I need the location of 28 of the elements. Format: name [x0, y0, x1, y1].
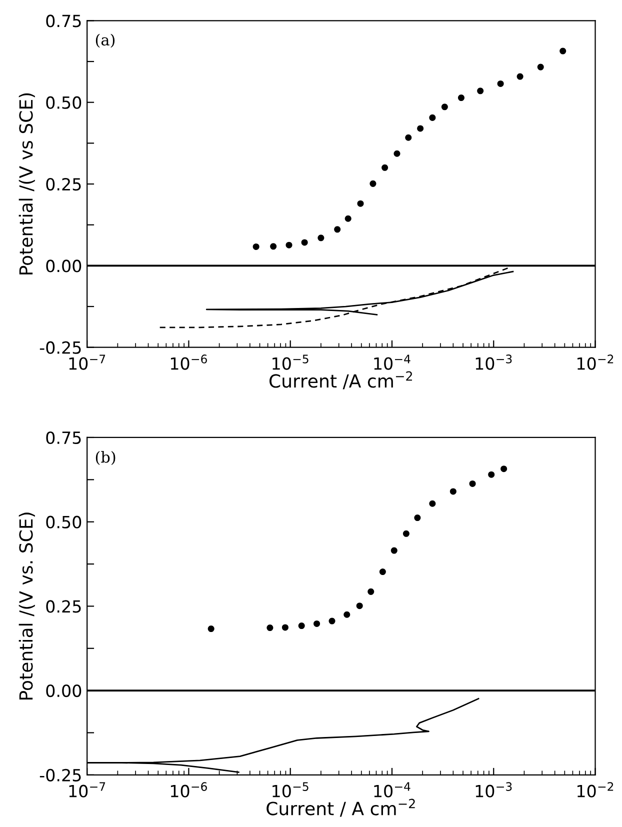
y-tick-label: 0.25	[46, 178, 81, 191]
y-tick-label: -0.25	[40, 768, 81, 782]
x-tick-label: 10$^{−3}$	[476, 354, 512, 370]
y-tick-label: 0.50	[46, 96, 82, 109]
x-tick-label: 10$^{−6}$	[170, 782, 207, 798]
x-tick-label: 10$^{−7}$	[69, 782, 106, 798]
y-tick-label: 0.25	[46, 600, 81, 613]
x-tick-label: 10$^{−7}$	[69, 354, 106, 370]
x-tick-label: 10$^{−6}$	[170, 354, 207, 370]
x-tick-label: 10$^{−4}$	[374, 354, 410, 370]
x-tick-label: 10$^{−5}$	[272, 354, 308, 370]
y-tick-label: 0.50	[46, 516, 82, 528]
x-tick-label: 10$^{−3}$	[476, 782, 512, 798]
x-axis-title: Current /A cm$^{−2}$	[270, 371, 412, 390]
y-tick-label: 0.00	[46, 684, 82, 698]
x-tick-label: 10$^{−4}$	[374, 782, 410, 798]
x-axis-title: Current / A cm$^{−2}$	[266, 798, 415, 817]
y-tick-label: 0.00	[46, 260, 82, 272]
x-tick-label: 10$^{−2}$	[578, 354, 614, 370]
annotation: (b)	[96, 450, 116, 465]
x-tick-label: 10$^{−5}$	[272, 782, 308, 798]
x-tick-label: 10$^{−2}$	[578, 782, 614, 798]
y-tick-label: 0.75	[46, 14, 81, 28]
y-tick-label: 0.75	[46, 431, 81, 444]
y-axis-title: Potential /(V vs. SCE)	[18, 512, 35, 700]
y-tick-label: -0.25	[40, 341, 81, 354]
annotation: (a)	[96, 34, 115, 48]
y-axis-title: Potential /(V vs SCE)	[18, 93, 35, 274]
